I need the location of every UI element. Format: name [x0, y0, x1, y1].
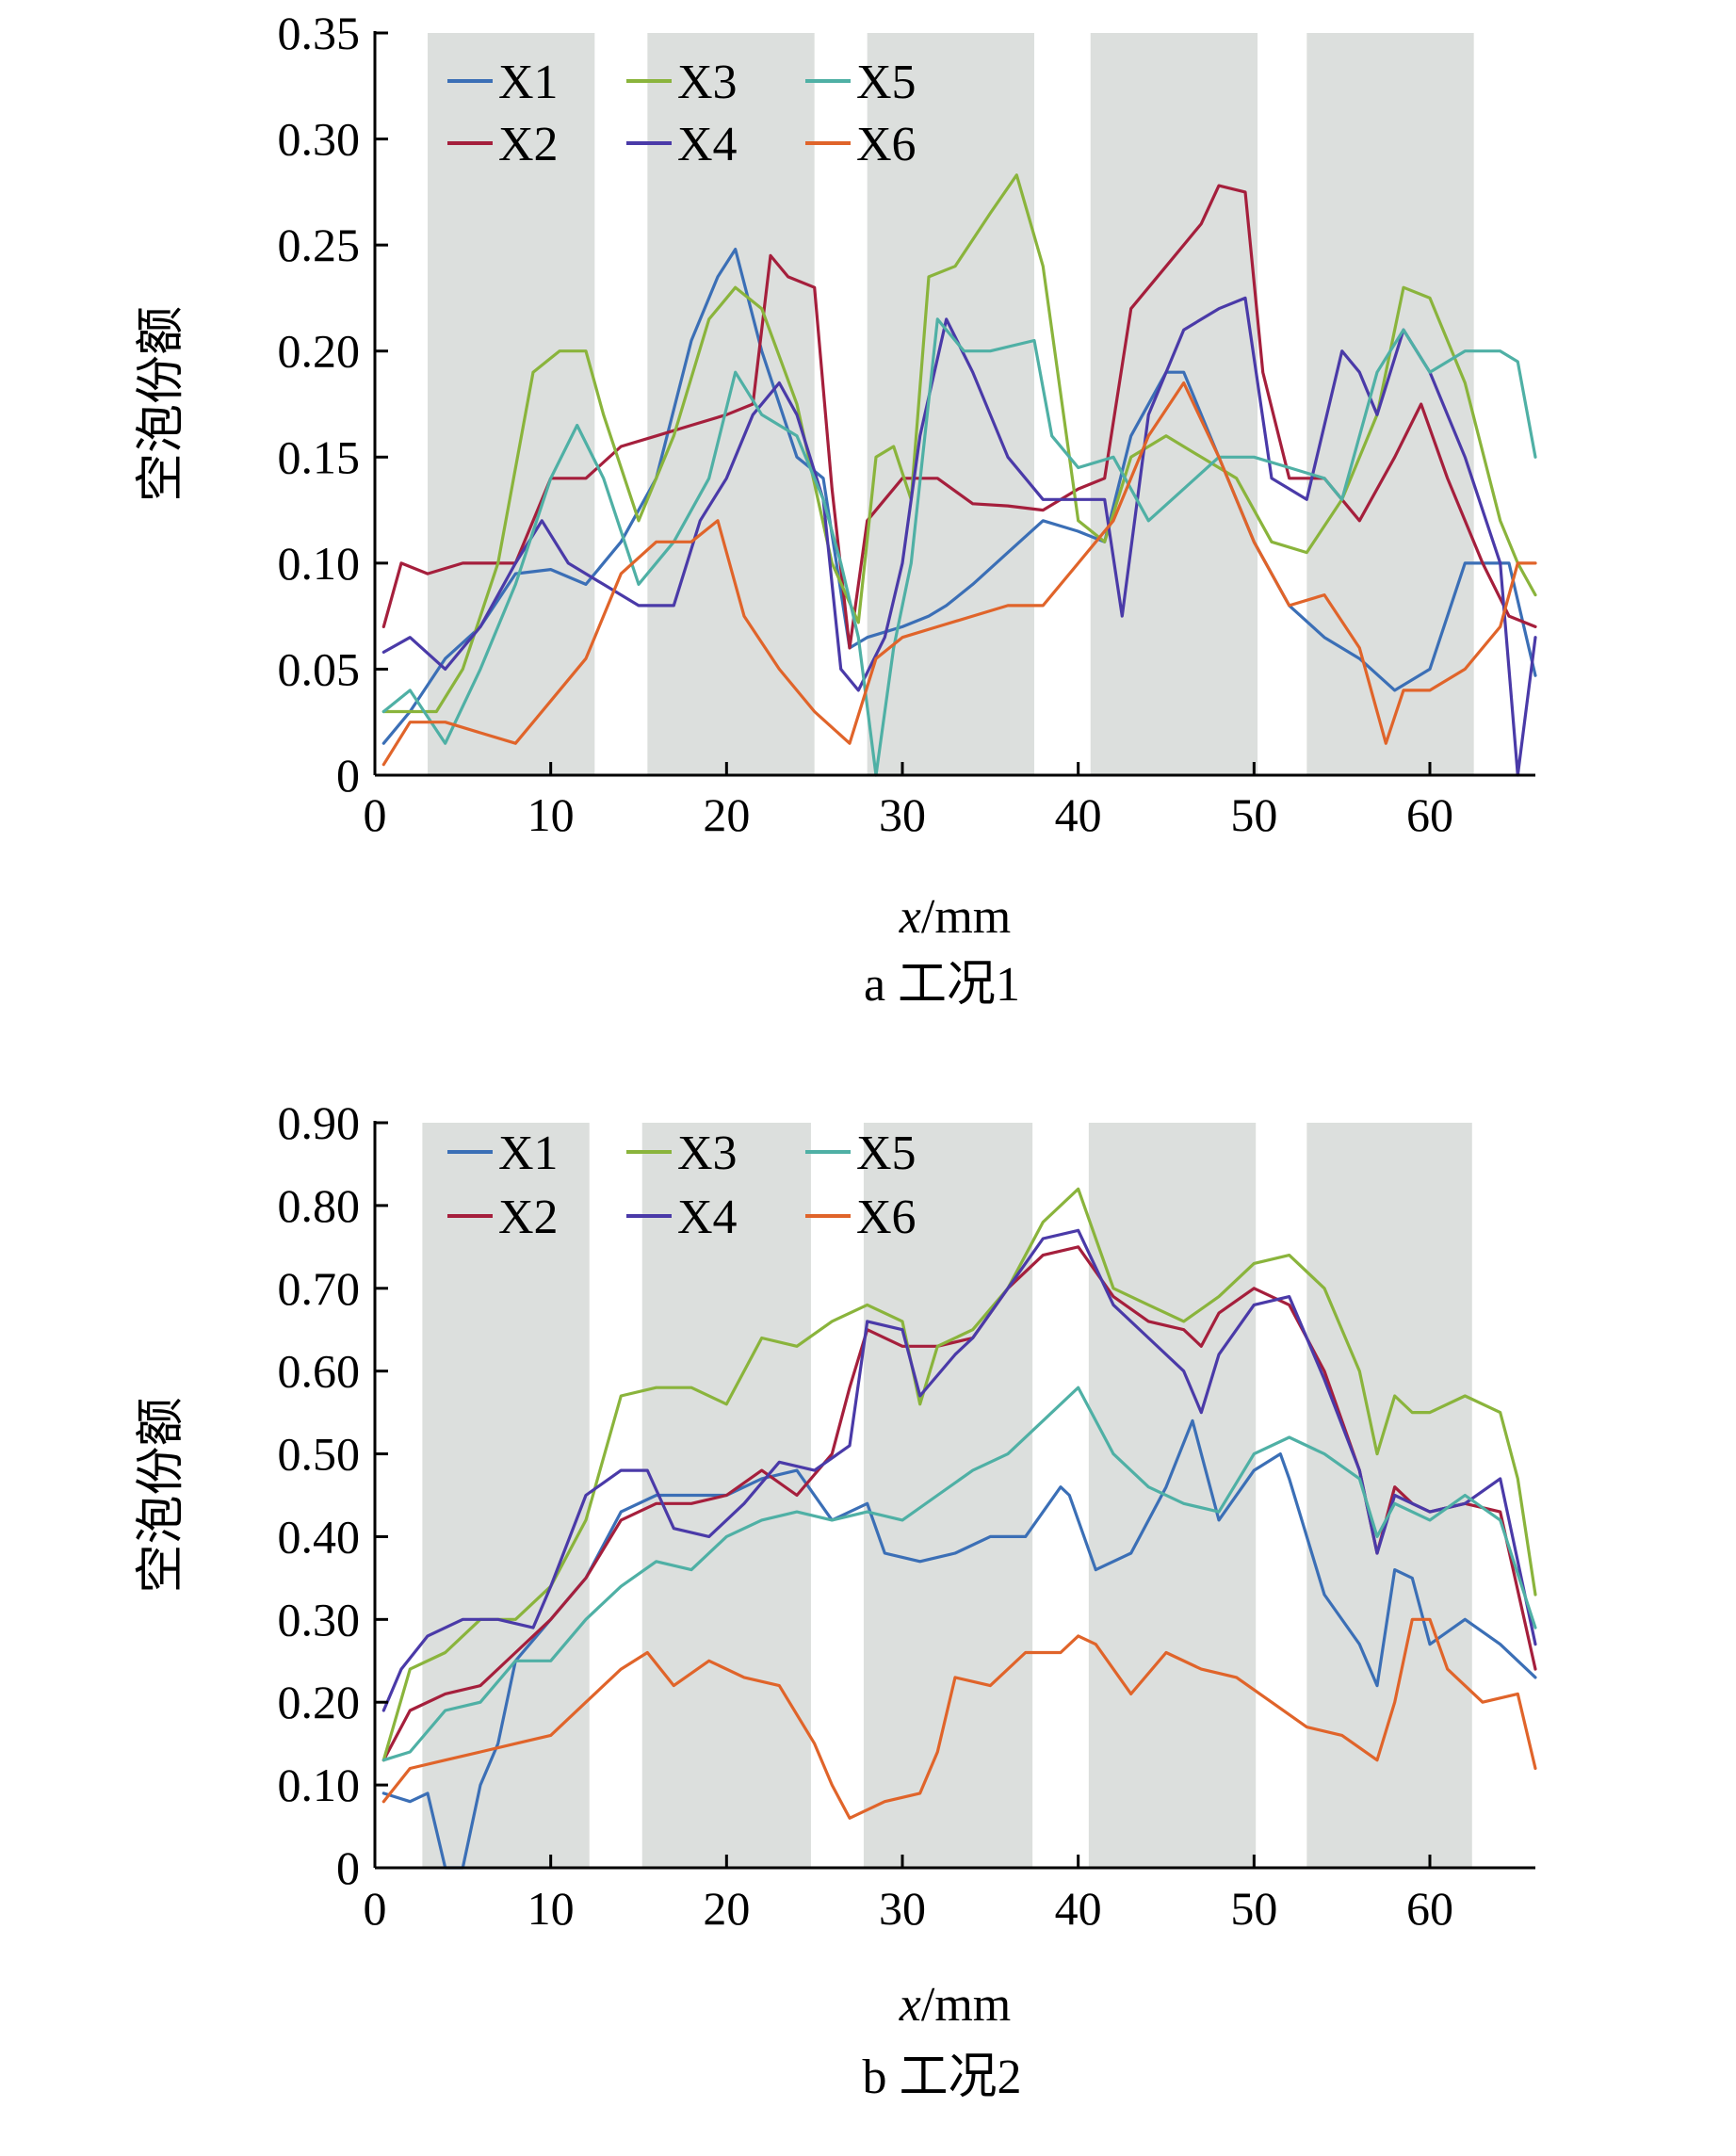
series-line-x4	[381, 1228, 1537, 1712]
series-line-x1	[381, 1418, 1537, 1870]
x-tick-label: 20	[703, 1882, 750, 1935]
x-tick-label: 60	[1406, 788, 1453, 841]
legend-label-x1: X1	[498, 56, 559, 109]
x-tick-label: 50	[1230, 1882, 1277, 1935]
series-line-x3	[381, 1187, 1537, 1762]
y-tick-label: 0.80	[278, 1179, 361, 1232]
x-tick-label: 20	[703, 788, 750, 841]
x-tick-label: 30	[879, 1882, 926, 1935]
series-line-x6	[381, 1617, 1537, 1820]
y-tick-label: 0.30	[278, 113, 361, 166]
series-line-x6	[381, 381, 1537, 767]
y-tick-label: 0	[336, 1841, 360, 1894]
y-tick-label: 0.15	[278, 430, 361, 483]
y-tick-label: 0.60	[278, 1345, 361, 1398]
y-tick-label: 0.20	[278, 1676, 361, 1728]
chart-caption: b 工况2	[862, 2051, 1021, 2104]
y-tick-label: 0.25	[278, 219, 361, 271]
y-tick-label: 0.05	[278, 642, 361, 695]
shaded-band-4	[1088, 1123, 1257, 1868]
x-tick-label: 10	[527, 788, 575, 841]
legend-label-x1: X1	[498, 1127, 559, 1180]
series-line-x5	[381, 317, 1537, 777]
legend-label-x3: X3	[677, 1127, 738, 1180]
x-tick-label: 40	[1055, 788, 1102, 841]
x-tick-label: 30	[879, 788, 926, 841]
legend-label-x2: X2	[498, 1191, 559, 1244]
y-axis-label: 空泡份额	[135, 306, 188, 502]
x-tick-label: 60	[1406, 1882, 1453, 1935]
x-tick-label: 0	[364, 788, 387, 841]
y-tick-label: 0.30	[278, 1593, 361, 1645]
shaded-band-5	[1306, 33, 1474, 775]
y-tick-label: 0.10	[278, 537, 361, 590]
legend-label-x5: X5	[856, 56, 917, 109]
y-tick-label: 0.10	[278, 1759, 361, 1811]
x-tick-label: 40	[1055, 1882, 1102, 1935]
series-line-x1	[381, 248, 1537, 745]
shaded-band-4	[1090, 33, 1258, 775]
shaded-band-5	[1306, 1123, 1472, 1868]
legend-label-x6: X6	[856, 1191, 917, 1244]
series-line-x3	[381, 173, 1537, 714]
y-tick-label: 0.70	[278, 1262, 361, 1315]
x-tick-label: 10	[527, 1882, 575, 1935]
x-axis-label: x/mm	[899, 1978, 1011, 2032]
series-line-x5	[381, 1386, 1537, 1762]
y-tick-label: 0.20	[278, 325, 361, 378]
legend-label-x3: X3	[677, 56, 738, 109]
legend-label-x5: X5	[856, 1127, 917, 1180]
shaded-band-1	[428, 33, 595, 775]
shaded-band-1	[422, 1123, 590, 1868]
chart-a: 0 0.05 0.10 0.15 0.20 0.25 0.30 0.35 0 10 20 30 40 50…	[135, 7, 1537, 1012]
y-tick-label: 0.50	[278, 1428, 361, 1481]
x-axis-label: x/mm	[899, 890, 1011, 944]
legend-label-x2: X2	[498, 118, 559, 171]
legend-label-x6: X6	[856, 118, 917, 171]
y-tick-label: 0.35	[278, 7, 361, 59]
x-tick-label: 0	[364, 1882, 387, 1935]
x-tick-label: 50	[1230, 788, 1277, 841]
y-tick-label: 0	[336, 749, 360, 802]
y-tick-label: 0.90	[278, 1096, 361, 1149]
series-line-x4	[381, 296, 1537, 777]
chart-caption: a 工况1	[864, 958, 1020, 1012]
chart-b: 0 0.10 0.20 0.30 0.40 0.50 0.60 0.70 0.80 0.90 0 10…	[135, 1096, 1537, 2104]
y-axis-label: 空泡份额	[135, 1397, 188, 1593]
shaded-band-3	[863, 1123, 1033, 1868]
legend-label-x4: X4	[677, 1191, 738, 1244]
y-tick-label: 0.40	[278, 1510, 361, 1563]
legend-label-x4: X4	[677, 118, 738, 171]
shaded-band-3	[867, 33, 1034, 775]
legend: X1 X3 X5 X2 X4 X6	[447, 56, 917, 171]
legend: X1 X3 X5 X2 X4 X6	[447, 1127, 917, 1244]
